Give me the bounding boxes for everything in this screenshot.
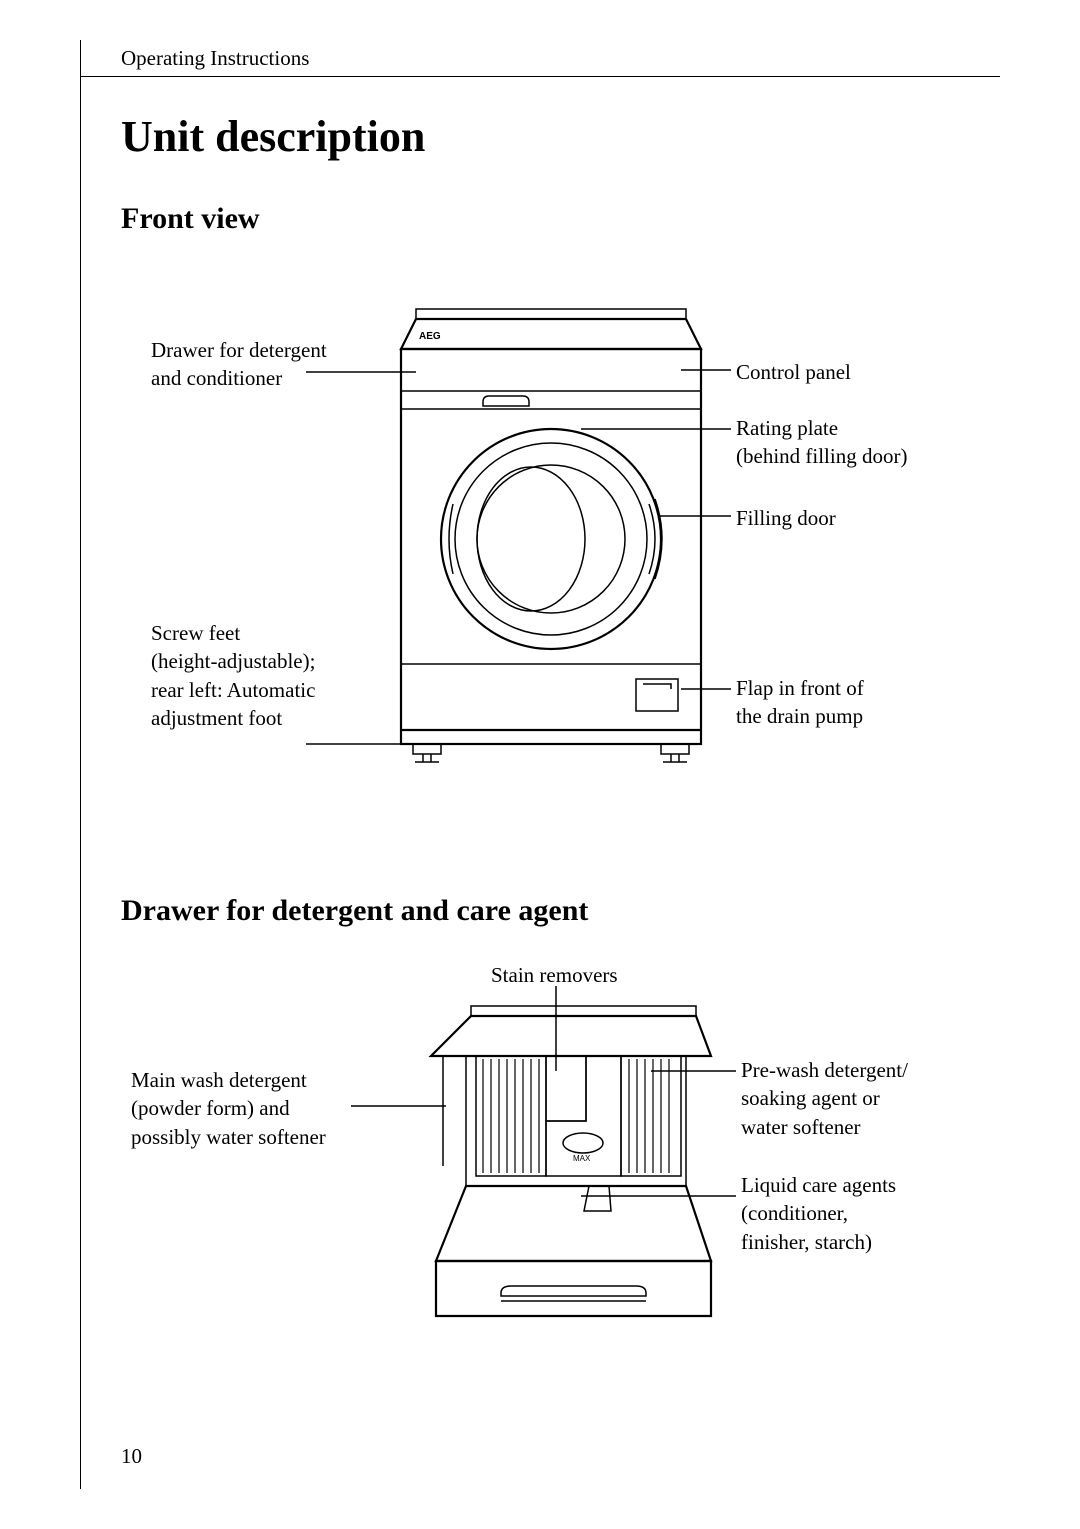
label-filling-door: Filling door [736, 504, 836, 532]
label-liquid: Liquid care agents (conditioner, finishe… [741, 1171, 896, 1256]
label-stain: Stain removers [491, 961, 618, 989]
label-main-wash: Main wash detergent (powder form) and po… [131, 1066, 371, 1151]
front-view-figure: Drawer for detergent and conditioner Scr… [121, 264, 981, 824]
page-number: 10 [121, 1444, 142, 1469]
section2-title: Drawer for detergent and care agent [121, 894, 1000, 928]
label-flap: Flap in front of the drain pump [736, 674, 864, 731]
label-drawer: Drawer for detergent and conditioner [151, 336, 341, 393]
label-screw-feet: Screw feet (height-adjustable); rear lef… [151, 619, 371, 732]
running-head: Operating Instructions [81, 40, 1000, 71]
drawer-diagram: MAX [121, 956, 981, 1356]
label-prewash: Pre-wash detergent/ soaking agent or wat… [741, 1056, 908, 1141]
section1-title: Front view [121, 202, 1000, 236]
max-text: MAX [573, 1154, 591, 1163]
label-control-panel: Control panel [736, 358, 851, 386]
label-rating-plate: Rating plate (behind filling door) [736, 414, 907, 471]
brand-text: AEG [419, 331, 441, 342]
page-title: Unit description [121, 111, 1000, 162]
header-rule [81, 76, 1000, 77]
drawer-figure: Stain removers Main wash detergent (powd… [121, 956, 981, 1356]
